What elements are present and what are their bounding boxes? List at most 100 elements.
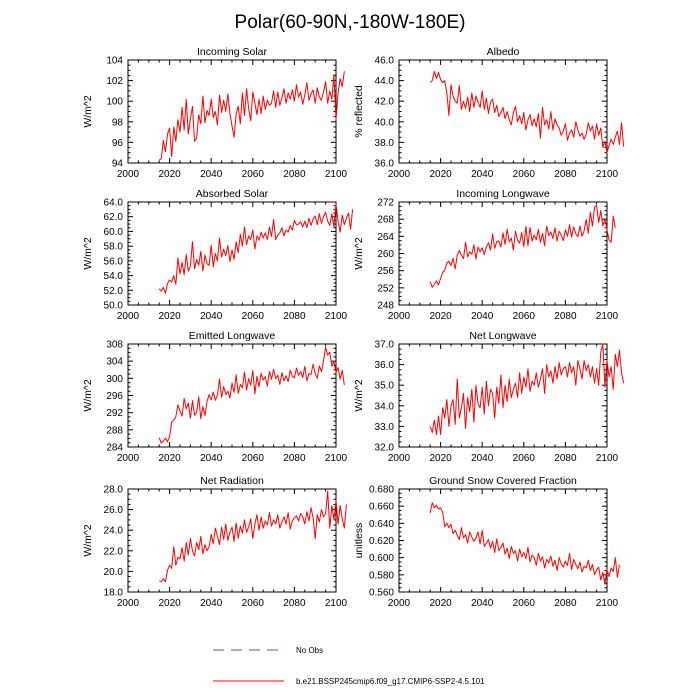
- y-tick-label: 32.0: [375, 443, 395, 454]
- panels: Incoming Solar 2000 2020 2040 2060 2080 2100 94…: [82, 46, 625, 609]
- y-tick-label: 26.0: [104, 505, 124, 516]
- x-tick-label: 2100: [596, 169, 619, 180]
- x-tick-label: 2080: [554, 598, 577, 609]
- x-tick-label: 2100: [325, 311, 348, 322]
- y-tick-label: 0.660: [369, 502, 394, 513]
- x-tick-label: 2040: [200, 169, 223, 180]
- x-tick-label: 2020: [429, 311, 452, 322]
- x-tick-label: 2040: [200, 453, 223, 464]
- panel-4: Emitted Longwave 2000 2020 2040 2060 2080 2100…: [82, 330, 348, 464]
- y-tick-label: 264: [377, 232, 394, 243]
- y-axis-label: W/m^2: [353, 379, 365, 412]
- y-tick-label: 300: [106, 374, 123, 385]
- plot-frame: [127, 343, 337, 448]
- panel-6: Net Radiation 2000 2020 2040 2060 2080 2100 18.…: [82, 475, 348, 609]
- panel-2: Absorbed Solar 2000 2020 2040 2060 2080 2100 50…: [82, 188, 354, 322]
- y-tick-label: 260: [377, 249, 394, 260]
- x-tick-label: 2100: [325, 453, 348, 464]
- legend-no-obs-label: No Obs: [296, 646, 323, 655]
- x-tick-label: 2100: [596, 311, 619, 322]
- x-tick-label: 2080: [283, 311, 306, 322]
- x-tick-label: 2100: [596, 453, 619, 464]
- y-tick-label: 40.0: [375, 117, 395, 128]
- legend-model-label: b.e21.BSSP245cmip6.f09_g17.CMIP6-SSP2-4.…: [296, 677, 485, 686]
- x-tick-label: 2060: [242, 169, 265, 180]
- y-tick-label: 46.0: [375, 56, 395, 67]
- panel-title: Net Radiation: [200, 475, 264, 487]
- panel-1: Albedo 2000 2020 2040 2060 2080 2100 36.0 38.0 40…: [353, 46, 625, 180]
- x-tick-label: 2080: [554, 311, 577, 322]
- panel-0: Incoming Solar 2000 2020 2040 2060 2080 2100 94…: [82, 46, 348, 180]
- y-tick-label: 94: [112, 159, 124, 170]
- panel-title: Incoming Longwave: [456, 188, 550, 200]
- x-tick-label: 2060: [242, 311, 265, 322]
- y-tick-label: 104: [106, 56, 123, 67]
- y-tick-label: 22.0: [104, 546, 124, 557]
- y-tick-label: 34.0: [375, 401, 395, 412]
- plot-frame: [398, 59, 608, 164]
- x-tick-label: 2020: [158, 453, 181, 464]
- x-tick-label: 2060: [513, 311, 536, 322]
- y-tick-label: 35.0: [375, 381, 395, 392]
- y-tick-label: 272: [377, 198, 394, 209]
- x-tick-label: 2000: [388, 598, 411, 609]
- y-tick-label: 268: [377, 215, 394, 226]
- x-tick-label: 2000: [117, 311, 140, 322]
- x-tick-label: 2100: [325, 169, 348, 180]
- x-tick-label: 2020: [158, 311, 181, 322]
- x-tick-label: 2060: [513, 169, 536, 180]
- series-line: [429, 70, 625, 154]
- x-tick-label: 2080: [554, 453, 577, 464]
- x-tick-label: 2040: [471, 311, 494, 322]
- y-tick-label: 0.620: [369, 536, 394, 547]
- panel-title: Emitted Longwave: [189, 330, 276, 342]
- y-tick-label: 28.0: [104, 485, 124, 496]
- y-tick-label: 0.640: [369, 519, 394, 530]
- x-tick-label: 2080: [554, 169, 577, 180]
- x-tick-label: 2000: [388, 453, 411, 464]
- panel-title: Incoming Solar: [197, 46, 268, 58]
- y-tick-label: 100: [106, 97, 123, 108]
- y-tick-label: 20.0: [104, 567, 124, 578]
- y-axis-label: W/m^2: [82, 95, 94, 128]
- y-tick-label: 37.0: [375, 340, 395, 351]
- y-axis-label: W/m^2: [82, 237, 94, 270]
- figure-title: Polar(60-90N,-180W-180E): [235, 12, 466, 33]
- x-tick-label: 2020: [429, 453, 452, 464]
- series-line: [429, 502, 620, 585]
- x-tick-label: 2040: [200, 598, 223, 609]
- y-tick-label: 58.0: [104, 242, 124, 253]
- y-tick-label: 304: [106, 357, 123, 368]
- panel-5: Net Longwave 2000 2020 2040 2060 2080 2100 32.0…: [353, 330, 625, 464]
- series-line: [158, 203, 354, 294]
- y-tick-label: 0.600: [369, 553, 394, 564]
- x-tick-label: 2040: [200, 311, 223, 322]
- y-axis-label: % reflected: [353, 85, 365, 138]
- panel-title: Ground Snow Covered Fraction: [429, 475, 577, 487]
- x-tick-label: 2000: [388, 169, 411, 180]
- panel-title: Net Longwave: [469, 330, 536, 342]
- panel-3: Incoming Longwave 2000 2020 2040 2060 2080 210…: [353, 188, 619, 322]
- plot-frame: [127, 201, 337, 306]
- y-tick-label: 18.0: [104, 588, 124, 599]
- y-tick-label: 256: [377, 266, 394, 277]
- x-tick-label: 2060: [513, 598, 536, 609]
- legend: No Obs b.e21.BSSP245cmip6.f09_g17.CMIP6-…: [213, 646, 485, 686]
- y-tick-label: 284: [106, 443, 123, 454]
- series-line: [158, 346, 345, 444]
- series-line: [429, 343, 625, 436]
- y-tick-label: 42.0: [375, 97, 395, 108]
- y-tick-label: 62.0: [104, 212, 124, 223]
- y-tick-label: 36.0: [375, 360, 395, 371]
- panel-title: Absorbed Solar: [196, 188, 269, 200]
- y-tick-label: 60.0: [104, 227, 124, 238]
- x-tick-label: 2020: [158, 598, 181, 609]
- x-tick-label: 2000: [388, 311, 411, 322]
- x-tick-label: 2080: [283, 598, 306, 609]
- y-tick-label: 96: [112, 138, 124, 149]
- y-tick-label: 292: [106, 408, 123, 419]
- panel-title: Albedo: [487, 46, 520, 58]
- y-tick-label: 0.680: [369, 485, 394, 496]
- y-tick-label: 52.0: [104, 286, 124, 297]
